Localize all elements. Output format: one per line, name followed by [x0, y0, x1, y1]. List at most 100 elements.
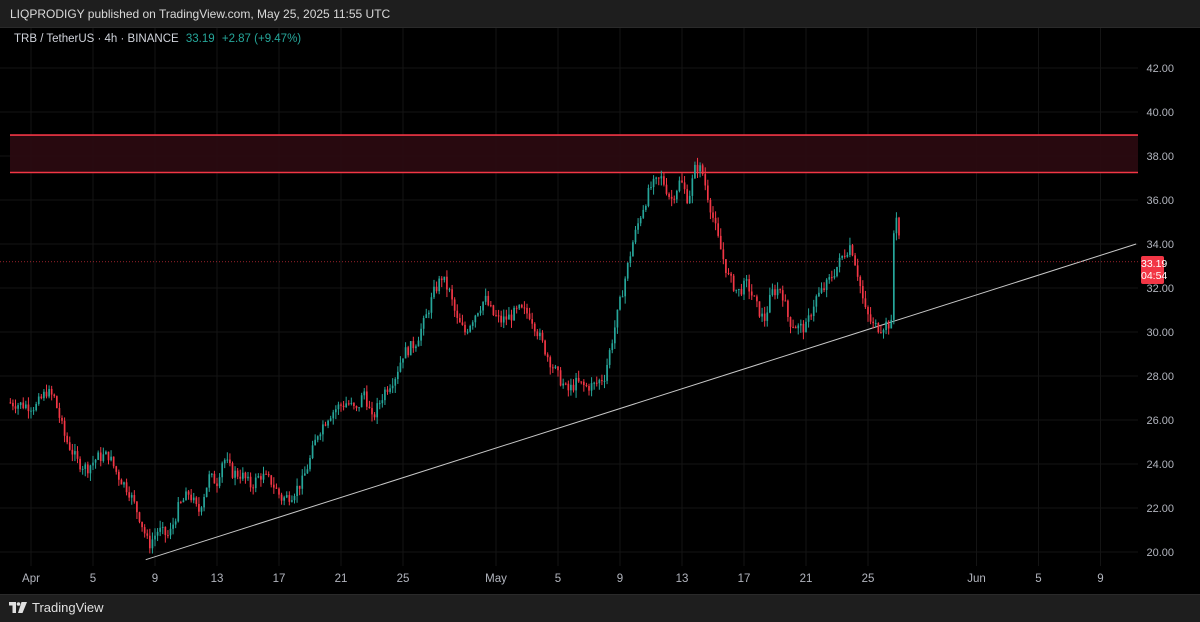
candle-body: [836, 266, 838, 277]
candle-body: [515, 307, 518, 309]
candle-body: [107, 451, 110, 461]
candle-body: [595, 382, 598, 384]
candlestick-chart[interactable]: 20.00 22.00 24.00 26.00 28.00 30.00 32.00 34.00…: [0, 28, 1200, 594]
candle-body: [719, 235, 722, 250]
candle-body: [151, 539, 154, 549]
candle-body: [136, 501, 138, 513]
candle-body: [567, 383, 570, 391]
candle-body: [694, 164, 696, 179]
chart-area[interactable]: 20.00 22.00 24.00 26.00 28.00 30.00 32.00 34.00…: [0, 28, 1200, 594]
candle-body: [17, 405, 19, 409]
tradingview-logo[interactable]: TradingView: [9, 600, 104, 615]
candle-body: [177, 502, 180, 522]
candle-body: [461, 322, 464, 325]
candle-body: [373, 414, 376, 418]
candle-body: [471, 322, 474, 326]
candle-body: [438, 278, 441, 292]
candle-body: [306, 469, 309, 474]
y-tick-label: 30.00: [1146, 327, 1174, 339]
candle-body: [802, 323, 805, 333]
x-tick-label: May: [485, 573, 507, 585]
x-tick-label: 5: [90, 573, 96, 585]
candle-body: [252, 487, 255, 489]
candle-body: [714, 217, 717, 224]
candle-body: [551, 367, 554, 369]
candle-body: [464, 324, 466, 333]
candle-body: [244, 472, 247, 479]
candle-body: [316, 436, 319, 440]
candle-body: [440, 278, 443, 281]
candle-body: [541, 332, 544, 341]
candle-body: [102, 454, 105, 461]
candle-body: [415, 346, 417, 349]
candle-body: [474, 315, 477, 323]
candle-body: [218, 477, 221, 487]
candle-body: [433, 286, 435, 298]
candle-body: [533, 323, 536, 332]
candle-body: [722, 249, 725, 260]
candle-body: [50, 388, 53, 395]
candle-body: [544, 340, 546, 355]
candle-body: [265, 473, 267, 475]
candle-body: [296, 485, 298, 497]
candle-body: [820, 288, 823, 293]
candle-body: [572, 384, 575, 391]
candle-body: [890, 319, 893, 329]
candle-body: [179, 502, 182, 504]
candle-body: [110, 456, 112, 461]
candle-body: [554, 366, 557, 368]
candle-body: [270, 475, 273, 485]
y-tick-label: 38.00: [1146, 151, 1174, 163]
candle-body: [748, 279, 751, 292]
candle-body: [582, 381, 585, 386]
candle-body: [37, 396, 40, 404]
candle-body: [616, 309, 619, 328]
candle-body: [12, 402, 14, 407]
candle-body: [205, 487, 208, 497]
candle-body: [322, 424, 324, 435]
candle-body: [337, 404, 340, 410]
candle-body: [360, 395, 363, 408]
candle-body: [48, 388, 50, 397]
candle-body: [231, 463, 234, 478]
candle-body: [35, 403, 38, 411]
candle-body: [750, 291, 753, 296]
candle-body: [169, 528, 172, 536]
candle-body: [159, 527, 162, 532]
candle-body: [510, 314, 513, 321]
candle-body: [97, 452, 100, 460]
candle-body: [448, 289, 451, 291]
y-tick-label: 22.00: [1146, 503, 1174, 515]
candle-body: [182, 500, 185, 503]
candle-body: [557, 366, 559, 371]
candle-body: [45, 391, 48, 397]
candle-body: [190, 494, 193, 501]
candle-body: [869, 314, 872, 322]
candle-body: [753, 295, 756, 297]
candle-body: [810, 315, 813, 317]
candle-body: [453, 299, 456, 311]
candle-body: [376, 403, 379, 418]
candle-body: [688, 195, 691, 204]
candle-body: [849, 245, 851, 255]
candle-body: [267, 474, 270, 476]
candle-body: [629, 256, 632, 263]
candle-body: [745, 279, 748, 281]
candle-body: [657, 177, 660, 179]
candle-body: [389, 388, 391, 392]
x-tick-label: 17: [273, 573, 286, 585]
candle-body: [420, 328, 422, 341]
candle-body: [229, 459, 231, 464]
candle-body: [298, 485, 301, 489]
candle-body: [585, 385, 588, 387]
candle-body: [526, 307, 528, 314]
candle-body: [642, 209, 645, 218]
candle-body: [763, 313, 766, 321]
candle-body: [288, 495, 291, 502]
candle-body: [497, 315, 500, 317]
candle-body: [686, 189, 689, 204]
candle-body: [828, 277, 831, 280]
candle-body: [172, 524, 174, 529]
candle-body: [32, 410, 35, 412]
candle-body: [161, 526, 164, 528]
